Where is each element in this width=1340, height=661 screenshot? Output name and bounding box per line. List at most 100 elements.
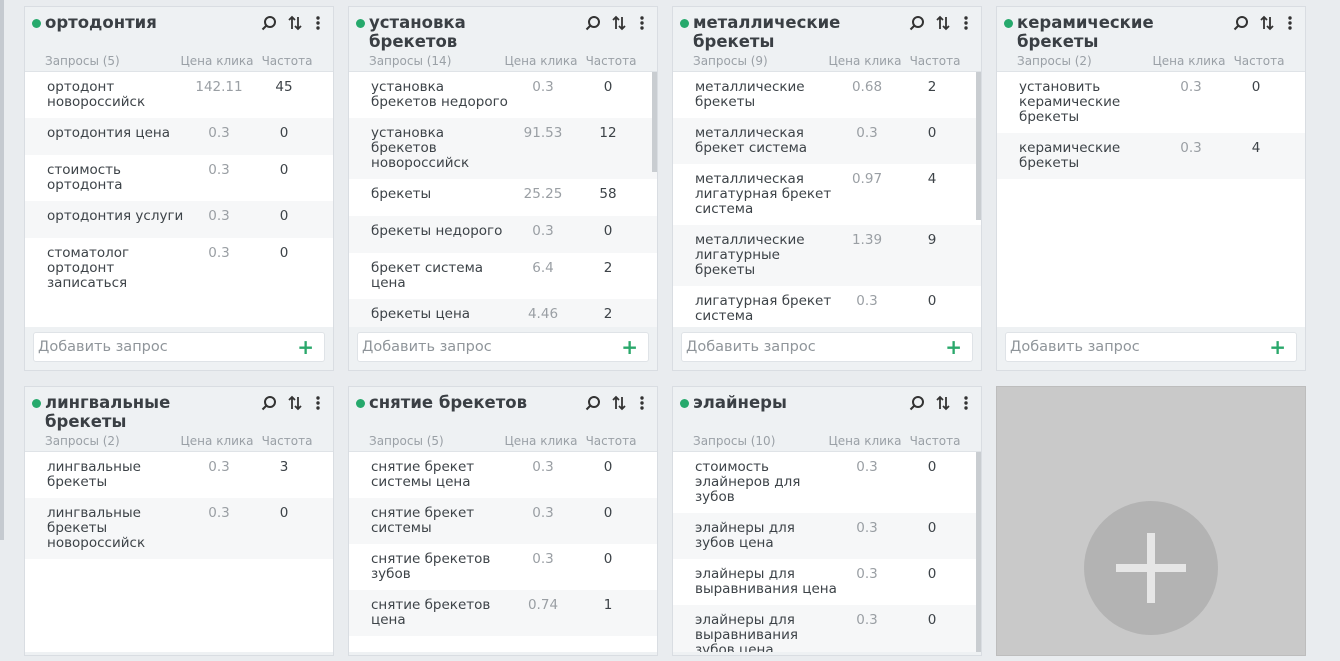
- click-price: 0.3: [208, 459, 230, 475]
- search-icon[interactable]: [909, 15, 925, 31]
- query-row[interactable]: металлические брекеты 0.68 2: [673, 72, 981, 118]
- menu-icon[interactable]: [637, 395, 647, 411]
- query-text: снятие брекетов зубов: [371, 551, 491, 582]
- card-actions: [585, 395, 647, 411]
- add-query-input[interactable]: Добавить запрос +: [1005, 332, 1297, 362]
- query-row[interactable]: стоимость ортодонта 0.3 0: [25, 155, 333, 201]
- query-row[interactable]: металлические лигатурные брекеты 1.39 9: [673, 225, 981, 286]
- search-icon[interactable]: [585, 15, 601, 31]
- query-text: установить керамические брекеты: [1019, 79, 1121, 125]
- menu-icon[interactable]: [961, 15, 971, 31]
- query-text: металлическая брекет система: [695, 125, 808, 156]
- card-header: металлические брекеты: [673, 7, 981, 51]
- query-text: элайнеры для выравнивания зубов цена: [695, 612, 798, 653]
- sort-icon[interactable]: [611, 395, 627, 411]
- query-row[interactable]: брекеты недорого 0.3 0: [349, 216, 657, 253]
- frequency: 12: [599, 125, 617, 141]
- query-row[interactable]: элайнеры для выравнивания цена 0.3 0: [673, 559, 981, 605]
- query-row[interactable]: лингвальные брекеты новороссийск 0.3 0: [25, 498, 333, 559]
- query-row[interactable]: лингвальные брекеты 0.3 3: [25, 452, 333, 498]
- query-text: ортодонтия услуги: [47, 208, 184, 224]
- menu-icon[interactable]: [1285, 15, 1295, 31]
- query-group-card: установка брекетов Запросы (14) Цена клика…: [348, 6, 658, 371]
- query-row[interactable]: лигатурная брекет система 0.3 0: [673, 286, 981, 327]
- search-icon[interactable]: [1233, 15, 1249, 31]
- menu-icon[interactable]: [961, 395, 971, 411]
- query-row[interactable]: снятие брекет системы 0.3 0: [349, 498, 657, 544]
- query-row[interactable]: снятие брекетов зубов 0.3 0: [349, 544, 657, 590]
- freq-header: Частота: [585, 54, 637, 68]
- click-price: 142.11: [195, 79, 243, 95]
- query-row[interactable]: брекеты цена 4.46 2: [349, 299, 657, 327]
- frequency: 9: [927, 232, 937, 248]
- query-row[interactable]: брекет система цена 6.4 2: [349, 253, 657, 299]
- add-group-icon: [1084, 501, 1218, 635]
- sort-icon[interactable]: [1259, 15, 1275, 31]
- click-price: 0.3: [208, 208, 230, 224]
- click-price: 0.3: [532, 505, 554, 521]
- frequency: 58: [599, 186, 617, 202]
- sort-icon[interactable]: [611, 15, 627, 31]
- query-row[interactable]: снятие брекет системы цена 0.3 0: [349, 452, 657, 498]
- card-header: установка брекетов: [349, 7, 657, 51]
- add-query-input[interactable]: Добавить запрос +: [681, 332, 973, 362]
- scrollbar: [976, 72, 981, 220]
- menu-icon[interactable]: [637, 15, 647, 31]
- add-query-button[interactable]: +: [621, 335, 638, 359]
- price-header: Цена клика: [180, 434, 254, 448]
- freq-header: Частота: [261, 54, 313, 68]
- frequency: 2: [603, 306, 613, 322]
- query-text: металлические лигатурные брекеты: [695, 232, 805, 278]
- card-header: элайнеры: [673, 387, 981, 431]
- search-icon[interactable]: [261, 395, 277, 411]
- sort-icon[interactable]: [935, 15, 951, 31]
- frequency: 0: [279, 505, 289, 521]
- query-row[interactable]: ортодонтия цена 0.3 0: [25, 118, 333, 155]
- sort-icon[interactable]: [287, 395, 303, 411]
- sort-icon[interactable]: [935, 395, 951, 411]
- status-dot: [32, 399, 41, 408]
- query-row[interactable]: элайнеры для выравнивания зубов цена 0.3 0: [673, 605, 981, 652]
- frequency: 45: [275, 79, 293, 95]
- add-query-button[interactable]: +: [945, 335, 962, 359]
- query-row[interactable]: металлическая лигатурная брекет система 0…: [673, 164, 981, 225]
- click-price: 0.74: [527, 597, 559, 613]
- click-price: 0.3: [856, 612, 878, 628]
- frequency: 0: [1251, 79, 1261, 95]
- status-dot: [356, 399, 365, 408]
- card-header: лингвальные брекеты: [25, 387, 333, 431]
- query-row[interactable]: стоматолог ортодонт записаться 0.3 0: [25, 238, 333, 299]
- freq-header: Частота: [261, 434, 313, 448]
- new-group-card[interactable]: [996, 386, 1306, 656]
- add-query-input[interactable]: Добавить запрос +: [357, 332, 649, 362]
- menu-icon[interactable]: [313, 395, 323, 411]
- query-row[interactable]: элайнеры для зубов цена 0.3 0: [673, 513, 981, 559]
- column-header: Запросы (2) Цена клика Частота: [997, 51, 1305, 72]
- frequency: 2: [603, 260, 613, 276]
- query-row[interactable]: установка брекетов новороссийск 91.53 12: [349, 118, 657, 179]
- click-price: 0.3: [208, 245, 230, 261]
- price-header: Цена клика: [828, 54, 902, 68]
- add-query-button[interactable]: +: [297, 335, 314, 359]
- query-row[interactable]: установка брекетов недорого 0.3 0: [349, 72, 657, 118]
- search-icon[interactable]: [261, 15, 277, 31]
- add-query-input[interactable]: Добавить запрос +: [33, 332, 325, 362]
- query-row[interactable]: установить керамические брекеты 0.3 0: [997, 72, 1305, 133]
- menu-icon[interactable]: [313, 15, 323, 31]
- group-title: металлические брекеты: [693, 13, 841, 51]
- query-text: металлические брекеты: [695, 79, 805, 110]
- query-row[interactable]: снятие брекетов цена 0.74 1: [349, 590, 657, 636]
- query-row[interactable]: керамические брекеты 0.3 4: [997, 133, 1305, 179]
- query-row[interactable]: металлическая брекет система 0.3 0: [673, 118, 981, 164]
- sort-icon[interactable]: [287, 15, 303, 31]
- query-row[interactable]: брекеты 25.25 58: [349, 179, 657, 216]
- query-row[interactable]: стоимость элайнеров для зубов 0.3 0: [673, 452, 981, 513]
- frequency: 0: [279, 162, 289, 178]
- search-icon[interactable]: [909, 395, 925, 411]
- price-header: Цена клика: [828, 434, 902, 448]
- query-row[interactable]: ортодонт новороссийск 142.11 45: [25, 72, 333, 118]
- search-icon[interactable]: [585, 395, 601, 411]
- status-dot: [680, 19, 689, 28]
- add-query-button[interactable]: +: [1269, 335, 1286, 359]
- query-row[interactable]: ортодонтия услуги 0.3 0: [25, 201, 333, 238]
